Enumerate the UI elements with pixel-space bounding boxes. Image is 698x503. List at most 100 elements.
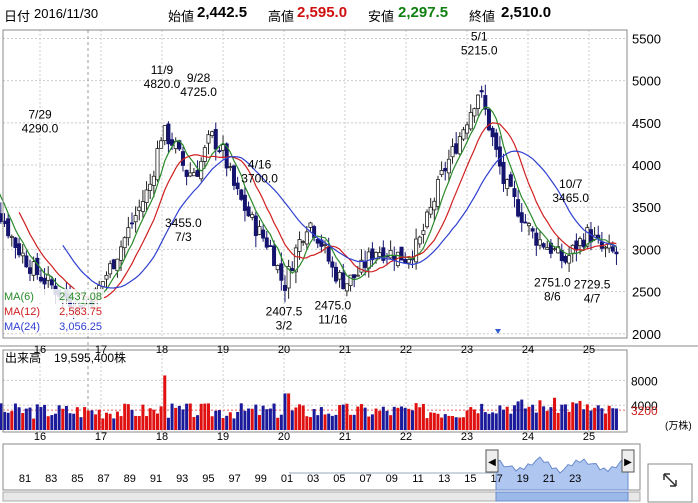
candle-body <box>126 227 131 239</box>
x-tick-label: 20 <box>278 431 290 443</box>
candle-body <box>563 256 568 263</box>
volume-bar <box>261 405 265 430</box>
volume-bar <box>370 414 374 430</box>
volume-bar <box>163 375 167 430</box>
period-navigator[interactable]: 81 83 85 87 89 91 93 95 97 99 01 03 05 07 09 11 13 15 17 19… <box>2 443 693 503</box>
volume-bar <box>312 409 316 430</box>
volume-bar <box>112 418 116 430</box>
volume-bar <box>166 417 170 430</box>
volume-bar <box>429 412 433 430</box>
candle-body <box>607 243 612 249</box>
navigator-year-label: 23 <box>569 473 581 485</box>
x-tick-label: 16 <box>34 344 46 356</box>
candle-body <box>377 252 382 257</box>
volume-bar <box>323 414 327 430</box>
candle-body <box>268 245 273 247</box>
candle-body <box>552 248 557 251</box>
candle-body <box>414 238 419 263</box>
volume-bar <box>206 403 210 430</box>
volume-bars <box>0 375 618 430</box>
volume-bar <box>509 413 513 430</box>
candle-body <box>261 229 266 239</box>
candle-body <box>585 227 590 247</box>
volume-bar <box>560 404 564 430</box>
ma6-line <box>0 106 617 305</box>
legend-value: 2,583.75 <box>59 306 102 318</box>
navigator-left-handle[interactable] <box>485 449 499 473</box>
volume-bar <box>43 404 47 430</box>
volume-bar <box>512 405 516 430</box>
candlesticks <box>0 84 619 320</box>
volume-bar <box>527 406 531 430</box>
candle-body <box>151 175 156 186</box>
volume-bar <box>574 403 578 430</box>
expand-button[interactable] <box>647 463 693 503</box>
candle-body <box>545 247 550 250</box>
candle-body <box>221 144 226 151</box>
candle-body <box>403 259 408 264</box>
open-value: 2,442.5 <box>197 4 248 21</box>
candle-body <box>333 266 338 282</box>
candle-body <box>184 169 189 177</box>
ma12-line <box>18 122 617 301</box>
candle-body <box>537 239 542 246</box>
volume-bar <box>214 410 218 430</box>
candle-body <box>228 166 233 169</box>
x-tick-label: 17 <box>95 344 107 356</box>
annotation-value: 2407.5 <box>266 304 303 318</box>
navigator-right-handle[interactable] <box>621 449 635 473</box>
volume-bar <box>451 416 455 430</box>
annotation-value: 4725.0 <box>180 85 217 99</box>
volume-bar <box>341 404 345 430</box>
volume-bar <box>418 407 422 430</box>
volume-bar <box>563 404 567 430</box>
candle-body <box>13 237 18 248</box>
volume-bar <box>604 413 608 430</box>
navigator-year-label: 17 <box>490 473 502 485</box>
volume-bar <box>327 413 331 430</box>
volume-bar <box>155 413 159 430</box>
navigator-scroll-thumb[interactable] <box>495 491 629 502</box>
volume-bar <box>352 414 356 430</box>
volume-bar <box>265 409 269 430</box>
volume-bar <box>35 404 39 430</box>
volume-bar <box>210 416 214 430</box>
candle-body <box>439 170 444 176</box>
volume-bar <box>141 404 145 430</box>
candle-body <box>425 211 430 228</box>
volume-panel-frame <box>2 349 628 433</box>
volume-bar <box>83 407 87 430</box>
volume-bar <box>571 402 575 430</box>
candle-body <box>355 274 360 277</box>
volume-bar <box>458 417 462 430</box>
volume-bar <box>39 407 43 430</box>
candle-body <box>381 247 386 261</box>
volume-bar <box>279 414 283 430</box>
volume-bar <box>385 410 389 430</box>
volume-bar <box>432 412 436 430</box>
volume-bar <box>72 413 76 430</box>
expand-icon <box>663 473 677 487</box>
candle-body <box>140 201 145 212</box>
volume-bar <box>367 416 371 430</box>
volume-bar <box>389 415 393 430</box>
volume-bar <box>290 410 294 430</box>
x-tick-label: 20 <box>278 344 290 356</box>
open-label: 始値 <box>168 9 195 24</box>
volume-bar <box>126 404 130 430</box>
volume-bar <box>108 413 112 430</box>
candle-body <box>188 172 193 177</box>
candle-body <box>257 226 262 235</box>
candle-body <box>472 108 477 117</box>
volume-bar <box>177 405 181 430</box>
volume-bar <box>232 418 236 430</box>
annotation-date: 8/6 <box>544 289 561 303</box>
candle-body <box>468 112 473 130</box>
volume-bar <box>596 405 600 430</box>
volume-bar <box>505 406 509 430</box>
candle-body <box>494 132 499 150</box>
x-tick-label: 19 <box>217 344 229 356</box>
volume-bar <box>461 417 465 430</box>
volume-bar <box>21 413 25 430</box>
candle-body <box>610 246 615 252</box>
